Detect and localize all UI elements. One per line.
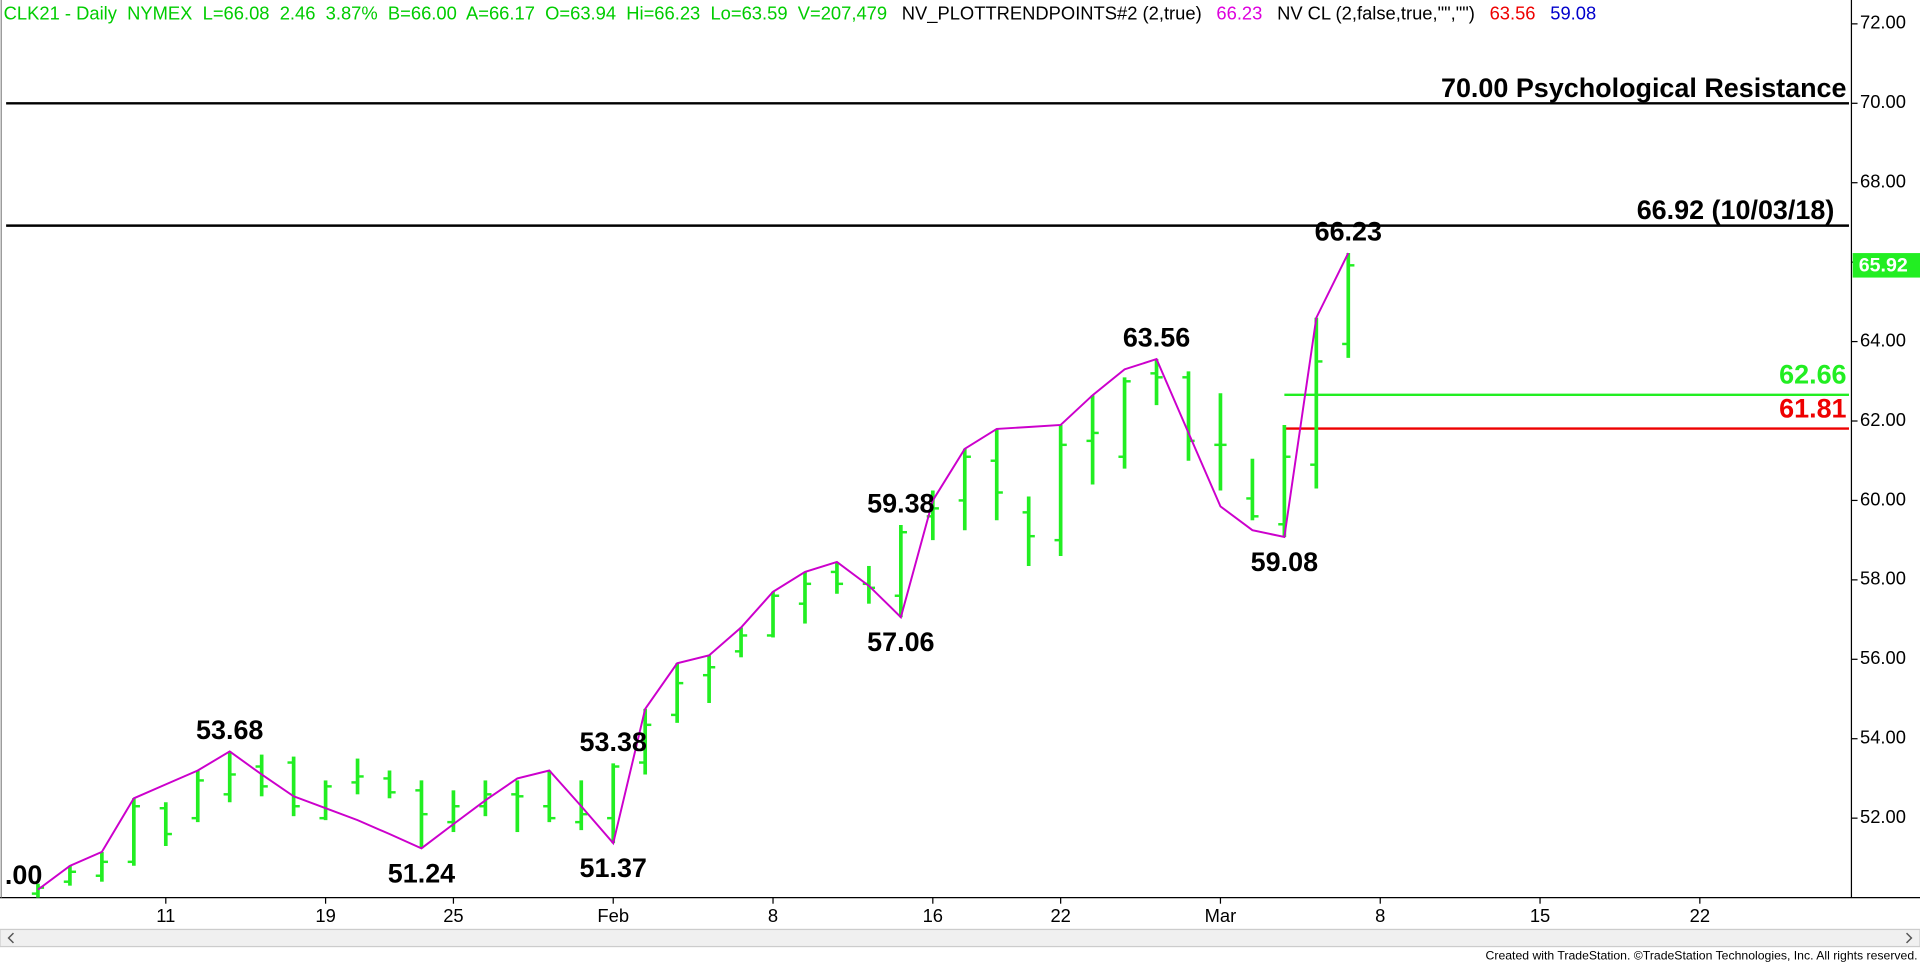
header-item: NV_PLOTTRENDPOINTS#2 (2,true) xyxy=(902,3,1202,25)
last-price-label: 65.92 xyxy=(1859,255,1908,277)
y-tick-label: 62.00 xyxy=(1860,409,1906,430)
pivot-label: 51.37 xyxy=(580,853,647,883)
level-label: 62.66 xyxy=(1779,360,1846,390)
pivot-label: 57.06 xyxy=(867,627,934,657)
y-tick-label: 72.00 xyxy=(1860,12,1906,33)
scroll-right[interactable] xyxy=(1906,932,1913,944)
x-tick-label: 22 xyxy=(1690,905,1710,926)
scrollbar[interactable] xyxy=(0,928,1920,948)
x-tick-label: 8 xyxy=(768,905,778,926)
x-tick-label: 22 xyxy=(1050,905,1070,926)
pivot-label: 66.23 xyxy=(1315,217,1382,247)
y-tick-label: 64.00 xyxy=(1860,329,1906,350)
header-item: CLK21 - Daily NYMEX L=66.08 2.46 3.87% B… xyxy=(4,3,887,24)
pivot-label: 59.08 xyxy=(1251,547,1318,577)
x-tick-label: Mar xyxy=(1205,905,1237,926)
level-label: 66.92 (10/03/18) xyxy=(1637,195,1835,225)
x-tick-label: 25 xyxy=(443,905,463,926)
y-tick-label: 56.00 xyxy=(1860,647,1906,668)
header-item: 63.56 xyxy=(1490,3,1536,24)
partial-label: .00 xyxy=(5,860,42,890)
y-tick-label: 52.00 xyxy=(1860,806,1906,827)
x-tick-label: 8 xyxy=(1375,905,1385,926)
header-item: 66.23 xyxy=(1216,3,1262,24)
scroll-left[interactable] xyxy=(7,932,14,944)
y-tick-label: 60.00 xyxy=(1860,488,1906,509)
level-label: 70.00 Psychological Resistance xyxy=(1441,73,1847,103)
x-tick-label: 19 xyxy=(315,905,335,926)
header-item: NV CL (2,false,true,"","") xyxy=(1277,3,1475,24)
pivot-label: 63.56 xyxy=(1123,323,1190,353)
footer: Created with TradeStation. ©TradeStation… xyxy=(1486,949,1918,963)
pivot-label: 51.24 xyxy=(388,858,455,888)
x-tick-label: 11 xyxy=(156,905,175,926)
y-tick-label: 70.00 xyxy=(1860,91,1906,112)
last-price-marker xyxy=(1852,253,1920,278)
header-item: 59.08 xyxy=(1550,3,1596,24)
header: CLK21 - Daily NYMEX L=66.08 2.46 3.87% B… xyxy=(4,3,1597,25)
y-tick-label: 58.00 xyxy=(1860,568,1906,589)
y-tick-label: 68.00 xyxy=(1860,171,1906,192)
pivot-label: 53.68 xyxy=(196,715,263,745)
x-tick-label: Feb xyxy=(597,905,629,926)
trend-line xyxy=(37,252,1350,891)
pivot-label: 53.38 xyxy=(580,727,647,757)
x-tick-label: 15 xyxy=(1530,905,1550,926)
level-label: 61.81 xyxy=(1779,393,1846,423)
y-tick-label: 54.00 xyxy=(1860,727,1906,748)
x-tick-label: 16 xyxy=(923,905,943,926)
pivot-label: 59.38 xyxy=(867,489,934,519)
